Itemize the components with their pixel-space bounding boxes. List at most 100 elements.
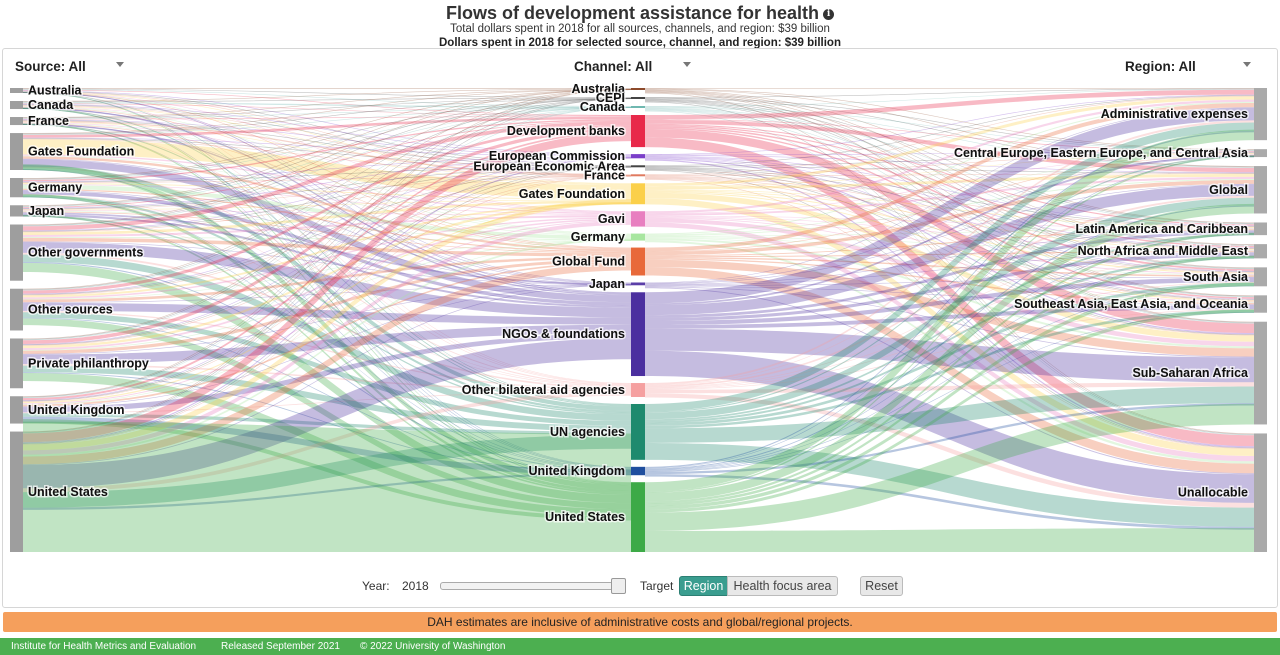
channel-node-australia[interactable] — [631, 88, 645, 90]
channel-node-germany[interactable] — [631, 233, 645, 241]
link-france-to-european-commission[interactable] — [23, 119, 631, 156]
region-node-southeast-asia-east-asia-and-oceania[interactable] — [1254, 295, 1267, 313]
link-germany-to-united-kingdom[interactable] — [23, 196, 631, 470]
link-ngos-foundations-to-latin-america-and-caribbean[interactable] — [645, 230, 1254, 318]
link-australia-to-central-europe-eastern-europe-and-central-asia[interactable] — [645, 88, 1254, 150]
link-other-governments-to-united-kingdom[interactable] — [23, 261, 631, 472]
link-cepi-to-central-europe-eastern-europe-and-central-asia[interactable] — [645, 97, 1254, 151]
channel-node-ngos-foundations[interactable] — [631, 292, 645, 377]
link-united-kingdom-to-development-banks[interactable] — [23, 131, 631, 401]
link-gates-foundation-to-south-asia[interactable] — [645, 190, 1254, 274]
link-japan-to-development-banks[interactable] — [23, 120, 631, 208]
link-gavi-to-latin-america-and-caribbean[interactable] — [645, 215, 1254, 229]
link-united-states-to-ngos-foundations[interactable] — [23, 338, 631, 489]
link-japan-to-global[interactable] — [645, 183, 1254, 285]
link-france-to-latin-america-and-caribbean[interactable] — [645, 176, 1254, 228]
link-united-states-to-latin-america-and-caribbean[interactable] — [645, 232, 1254, 504]
link-european-economic-area-to-southeast-asia-east-asia-and-oceania[interactable] — [645, 168, 1254, 300]
link-germany-to-gates-foundation[interactable] — [23, 183, 631, 200]
link-united-kingdom-to-gates-foundation[interactable] — [23, 203, 631, 404]
link-canada-to-central-europe-eastern-europe-and-central-asia[interactable] — [645, 106, 1254, 151]
link-canada-to-global[interactable] — [645, 107, 1254, 168]
link-united-states-to-un-agencies[interactable] — [23, 434, 631, 508]
region-node-administrative-expenses[interactable] — [1254, 88, 1267, 141]
link-united-kingdom-to-other-bilateral-aid-agencies[interactable] — [23, 391, 631, 414]
link-canada-to-development-banks[interactable] — [23, 103, 631, 117]
link-gates-foundation-to-global[interactable] — [645, 174, 1254, 190]
link-un-agencies-to-global[interactable] — [645, 197, 1254, 420]
link-japan-to-latin-america-and-caribbean[interactable] — [645, 230, 1254, 285]
link-united-kingdom-to-european-economic-area[interactable] — [23, 166, 631, 402]
link-global-fund-to-sub-saharan-africa[interactable] — [645, 259, 1254, 357]
link-japan-to-united-states[interactable] — [23, 214, 631, 495]
link-australia-to-un-agencies[interactable] — [23, 92, 631, 405]
link-other-governments-to-european-commission[interactable] — [23, 157, 631, 232]
link-private-philanthropy-to-japan[interactable] — [23, 284, 631, 355]
link-global-fund-to-latin-america-and-caribbean[interactable] — [645, 229, 1254, 257]
link-other-sources-to-japan[interactable] — [23, 284, 631, 303]
link-ngos-foundations-to-southeast-asia-east-asia-and-oceania[interactable] — [645, 304, 1254, 329]
link-united-kingdom-to-unallocable[interactable] — [645, 474, 1254, 530]
link-cepi-to-south-asia[interactable] — [645, 100, 1254, 269]
link-japan-to-global-fund[interactable] — [23, 211, 631, 254]
link-japan-to-south-asia[interactable] — [645, 276, 1254, 287]
link-development-banks-to-unallocable[interactable] — [645, 137, 1254, 447]
source-node-private-philanthropy[interactable] — [10, 338, 23, 389]
channel-node-france[interactable] — [631, 174, 645, 177]
region-node-sub-saharan-africa[interactable] — [1254, 321, 1267, 425]
channel-node-united-kingdom[interactable] — [631, 466, 645, 476]
link-global-fund-to-south-asia[interactable] — [645, 257, 1254, 277]
link-japan-to-cepi[interactable] — [23, 98, 631, 207]
link-gavi-to-unallocable[interactable] — [645, 222, 1254, 462]
link-gates-foundation-to-france[interactable] — [23, 138, 631, 177]
link-united-states-to-gates-foundation[interactable] — [23, 198, 631, 451]
link-united-kingdom-to-united-states[interactable] — [23, 419, 631, 521]
link-other-governments-to-gates-foundation[interactable] — [23, 200, 631, 235]
link-global-fund-to-global[interactable] — [645, 179, 1254, 256]
link-france-to-south-asia[interactable] — [645, 177, 1254, 273]
link-private-philanthropy-to-france[interactable] — [23, 175, 631, 346]
link-united-states-to-administrative-expenses[interactable] — [645, 129, 1254, 492]
link-japan-to-sub-saharan-africa[interactable] — [645, 286, 1254, 358]
link-other-governments-to-united-states[interactable] — [23, 262, 631, 504]
link-france-to-north-africa-and-middle-east[interactable] — [645, 176, 1254, 250]
link-united-kingdom-to-cepi[interactable] — [23, 98, 631, 398]
link-other-governments-to-un-agencies[interactable] — [23, 254, 631, 421]
link-other-sources-to-ngos-foundations[interactable] — [23, 302, 631, 325]
link-france-to-canada[interactable] — [23, 107, 631, 119]
link-other-governments-to-cepi[interactable] — [23, 98, 631, 226]
link-other-bilateral-aid-agencies-to-administrative-expenses[interactable] — [645, 120, 1254, 385]
link-un-agencies-to-sub-saharan-africa[interactable] — [645, 386, 1254, 443]
link-european-economic-area-to-unallocable[interactable] — [645, 170, 1254, 449]
link-australia-to-gavi[interactable] — [23, 92, 631, 212]
link-germany-to-un-agencies[interactable] — [23, 194, 631, 414]
link-other-sources-to-gates-foundation[interactable] — [23, 202, 631, 298]
link-united-kingdom-to-european-commission[interactable] — [23, 157, 631, 401]
link-gavi-to-administrative-expenses[interactable] — [645, 99, 1254, 214]
link-canada-to-cepi[interactable] — [23, 97, 631, 103]
link-gates-foundation-to-gavi[interactable] — [23, 154, 631, 215]
link-global-fund-to-unallocable[interactable] — [645, 267, 1254, 474]
link-france-to-united-states[interactable] — [23, 123, 631, 486]
link-other-sources-to-gavi[interactable] — [23, 217, 631, 299]
source-node-united-kingdom[interactable] — [10, 396, 23, 424]
channel-node-cepi[interactable] — [631, 97, 645, 99]
channel-node-development-banks[interactable] — [631, 115, 645, 148]
region-node-south-asia[interactable] — [1254, 267, 1267, 287]
link-united-states-to-global[interactable] — [645, 203, 1254, 502]
link-france-to-france[interactable] — [23, 120, 631, 177]
link-united-kingdom-to-south-asia[interactable] — [645, 285, 1254, 472]
region-node-global[interactable] — [1254, 166, 1267, 214]
link-ngos-foundations-to-administrative-expenses[interactable] — [645, 107, 1254, 304]
link-japan-to-ngos-foundations[interactable] — [23, 214, 631, 308]
link-other-governments-to-japan[interactable] — [23, 241, 631, 286]
link-gates-foundation-to-united-states[interactable] — [23, 164, 631, 491]
link-france-to-development-banks[interactable] — [23, 116, 631, 120]
health-focus-toggle-button[interactable]: Health focus area — [727, 576, 838, 596]
link-private-philanthropy-to-gavi[interactable] — [23, 218, 631, 350]
link-gavi-to-north-africa-and-middle-east[interactable] — [645, 216, 1254, 251]
link-france-to-united-kingdom[interactable] — [23, 124, 631, 469]
link-development-banks-to-central-europe-eastern-europe-and-central-asia[interactable] — [645, 119, 1254, 152]
source-node-united-states[interactable] — [10, 431, 23, 552]
link-germany-to-germany[interactable] — [23, 184, 631, 240]
